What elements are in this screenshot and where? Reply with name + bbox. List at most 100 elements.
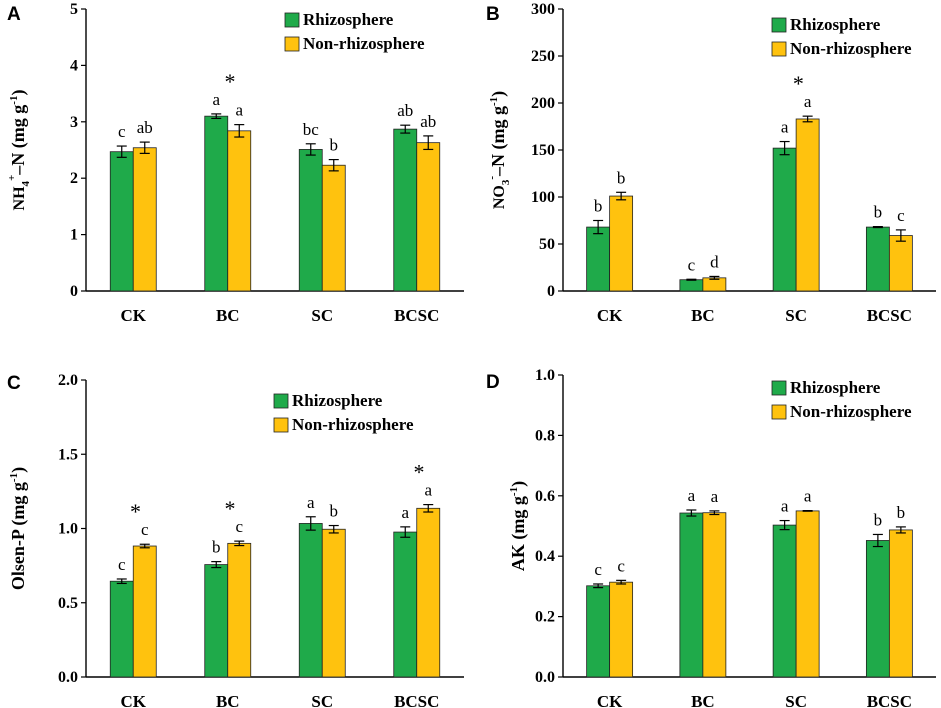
legend-label: Rhizosphere [790, 378, 881, 397]
rhizosphere-bar [586, 226, 611, 292]
y-axis-label-part: -1 [508, 487, 520, 496]
y-axis-label-part: Olsen-P (mg g [8, 482, 29, 590]
y-axis-label-part: -1 [8, 96, 20, 105]
y-axis-label-part: - [486, 176, 498, 180]
rhizosphere-bar [393, 531, 418, 678]
rhizosphere-bar [865, 226, 890, 292]
y-tick-label: 0.6 [535, 488, 555, 505]
y-axis-label: NH4+–N (mg g-1) [6, 90, 32, 211]
significance-letter: ab [420, 112, 436, 131]
non-rhizosphere-bar [416, 507, 441, 678]
y-axis-label-part: –N (mg g [488, 106, 509, 177]
legend-swatch [771, 404, 787, 420]
y-tick-label: 300 [531, 1, 555, 18]
legend-label: Non-rhizosphere [303, 34, 425, 53]
y-tick-label: 1.5 [58, 446, 78, 463]
significance-letter: c [235, 517, 243, 536]
legend-swatch [771, 17, 787, 33]
rhizosphere-bar [109, 580, 134, 678]
significance-letter: a [401, 503, 409, 522]
significance-letter: c [594, 560, 602, 579]
x-category-label: SC [785, 692, 807, 708]
y-axis-label-part: ) [488, 91, 509, 97]
legend-swatch [273, 393, 289, 409]
non-rhizosphere-bar [321, 528, 346, 678]
non-rhizosphere-bar [609, 195, 634, 292]
rhizosphere-bar [298, 523, 323, 678]
significance-star: * [225, 496, 236, 521]
y-tick-label: 0.2 [535, 609, 555, 626]
x-category-label: BCSC [867, 692, 912, 708]
legend-label: Non-rhizosphere [790, 39, 912, 58]
significance-letter: a [212, 90, 220, 109]
non-rhizosphere-bar [702, 512, 727, 678]
y-tick-label: 4 [70, 57, 78, 74]
legend-swatch [273, 417, 289, 433]
y-tick-label: 250 [531, 48, 555, 65]
x-category-label: BC [216, 306, 240, 325]
significance-letter: b [897, 503, 906, 522]
y-axis-label-part: ) [8, 467, 29, 473]
x-category-label: BC [216, 692, 240, 708]
significance-letter: b [874, 203, 883, 222]
significance-letter: b [330, 502, 339, 521]
non-rhizosphere-bar [132, 545, 157, 678]
significance-letter: a [235, 101, 243, 120]
rhizosphere-bar [772, 524, 797, 678]
y-axis-label: AK (mg g-1) [508, 481, 529, 571]
rhizosphere-bar [204, 564, 229, 678]
x-category-label: BCSC [394, 692, 439, 708]
significance-letter: c [897, 206, 905, 225]
rhizosphere-bar [204, 115, 229, 292]
y-axis-label-part: NH [11, 186, 28, 211]
significance-letter: a [781, 497, 789, 516]
significance-star: * [414, 460, 425, 485]
significance-star: * [225, 69, 236, 94]
non-rhizosphere-bar [321, 164, 346, 292]
legend-label: Rhizosphere [292, 391, 383, 410]
y-axis-label-part: -1 [488, 97, 500, 106]
y-axis-label-part: ) [508, 481, 529, 487]
y-tick-label: 1.0 [58, 521, 78, 538]
panel-letter: D [486, 372, 500, 393]
legend-label: Rhizosphere [790, 15, 881, 34]
rhizosphere-bar [393, 128, 418, 292]
rhizosphere-bar [298, 149, 323, 292]
significance-letter: ab [397, 101, 413, 120]
significance-letter: c [118, 122, 126, 141]
rhizosphere-bar [772, 147, 797, 292]
y-tick-label: 200 [531, 95, 555, 112]
panel-letter: B [486, 4, 500, 25]
non-rhizosphere-bar [416, 142, 441, 292]
legend-label: Non-rhizosphere [292, 415, 414, 434]
significance-letter: b [874, 510, 883, 529]
significance-letter: a [424, 481, 432, 500]
non-rhizosphere-bar [795, 118, 820, 292]
y-axis-label-part: NO [491, 185, 508, 209]
y-tick-label: 100 [531, 189, 555, 206]
y-axis-label-part: 3 [500, 179, 512, 185]
non-rhizosphere-bar [609, 581, 634, 678]
y-tick-label: 1 [70, 227, 78, 244]
significance-letter: b [330, 136, 339, 155]
y-tick-label: 1.0 [535, 367, 555, 384]
significance-letter: b [212, 538, 221, 557]
y-tick-label: 2.0 [58, 372, 78, 389]
y-tick-label: 0.4 [535, 548, 555, 565]
significance-letter: c [118, 555, 126, 574]
legend-swatch [284, 36, 300, 52]
panel-letter: C [7, 373, 21, 394]
x-category-label: CK [597, 306, 623, 325]
non-rhizosphere-bar [227, 542, 252, 678]
y-tick-label: 0 [547, 283, 555, 300]
x-category-label: BC [691, 306, 715, 325]
significance-letter: c [141, 520, 149, 539]
non-rhizosphere-bar [227, 130, 252, 292]
x-category-label: BCSC [394, 306, 439, 325]
y-axis-label: Olsen-P (mg g-1) [8, 467, 29, 590]
y-tick-label: 0 [70, 283, 78, 300]
significance-letter: ab [137, 118, 153, 137]
significance-letter: a [711, 487, 719, 506]
